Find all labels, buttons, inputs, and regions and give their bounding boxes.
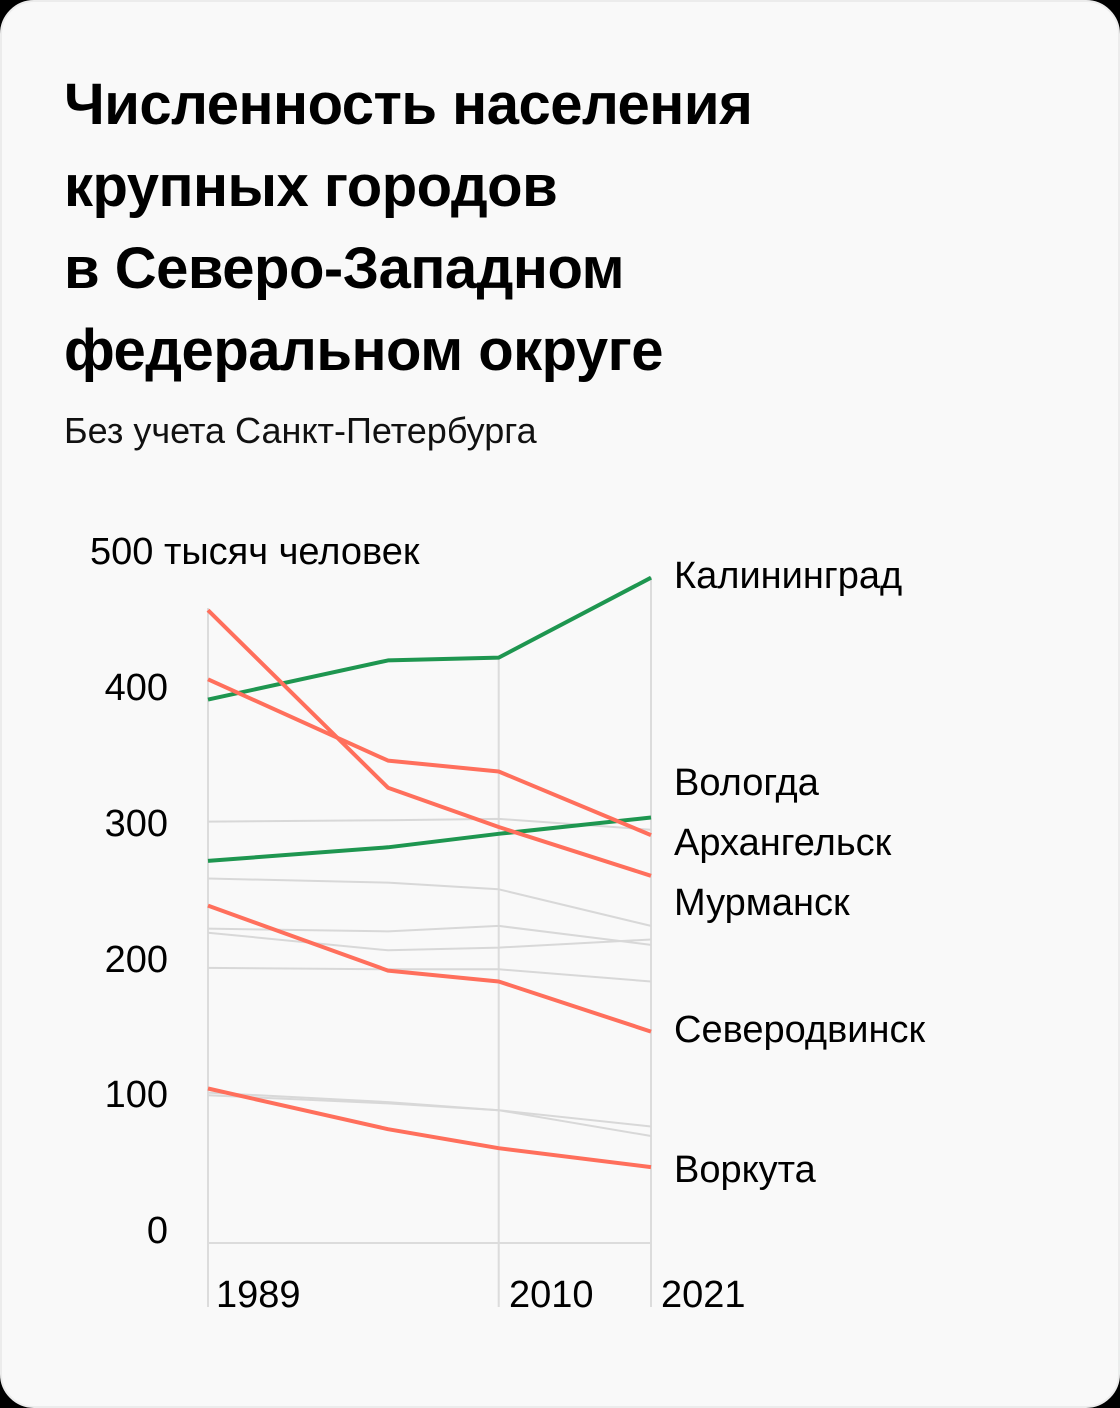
city-label: Северодвинск [674,1009,925,1051]
x-tick-label-2010: 2010 [509,1274,594,1316]
y-tick-label-0: 0 [147,1210,168,1252]
series-line-2 [207,815,652,863]
y-axis-labels: 500 тысяч человек 400 300 200 100 0 [90,531,420,1252]
city-labels: Калининград Вологда Архангельск Мурманск Сев… [674,555,925,1191]
city-label: Калининград [674,555,902,597]
city-label: Вологда [674,762,820,804]
y-tick-label-400: 400 [105,667,168,709]
title-line-1: Численность населения [64,72,753,137]
series-line-other [207,1094,652,1137]
series-line-other [207,931,652,952]
series-line-other [207,924,652,946]
y-tick-label-100: 100 [105,1074,168,1116]
background-city-lines [207,817,652,1137]
y-tick-label-200: 200 [105,939,168,981]
chart-title: Численность населения крупных городов в … [64,64,964,392]
series-line-4 [206,608,652,878]
x-axis-labels: 1989 2010 2021 [216,1274,746,1316]
y-tick-label-300: 300 [105,803,168,845]
axes [207,577,652,1307]
highlighted-city-lines [206,575,652,1170]
city-label: Мурманск [674,882,850,924]
series-line-5 [207,903,652,1034]
city-label: Воркута [674,1149,817,1191]
chart-subtitle: Без учета Санкт-Петербурга [64,410,537,451]
series-line-3 [207,677,652,837]
series-line-6 [207,1086,652,1170]
x-tick-label-1989: 1989 [216,1274,301,1316]
title-line-3: в Северо-Западном [64,236,625,301]
y-tick-label-500: 500 тысяч человек [90,531,420,573]
series-line-other [207,877,652,927]
x-tick-label-2021: 2021 [661,1274,746,1316]
title-line-4: федеральном округе [64,318,664,383]
series-line-1 [207,575,652,702]
series-line-other [207,966,652,983]
city-label: Архангельск [674,822,892,864]
title-line-2: крупных городов [64,154,558,219]
